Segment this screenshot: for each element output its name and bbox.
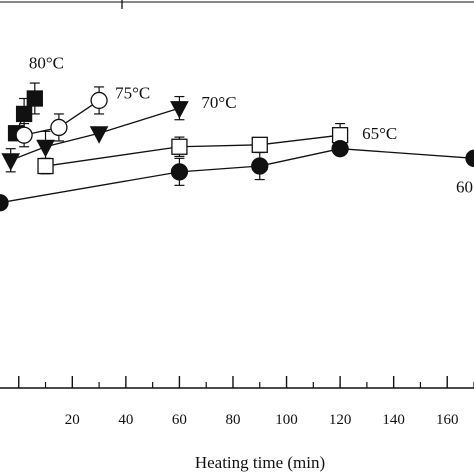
series-5-point-4 (465, 149, 474, 167)
x-tick-label-40: 40 (118, 412, 133, 428)
series-5-line (0, 148, 474, 204)
x-tick-label-100: 100 (275, 412, 298, 428)
series-2-point-0 (15, 126, 33, 144)
x-tick-label-120: 120 (329, 412, 352, 428)
series-4-point-1 (171, 138, 188, 155)
series-5-point-0 (0, 194, 9, 212)
series-4-point-0 (37, 157, 54, 175)
series-3-point-3 (170, 101, 189, 119)
series-1-point-2 (26, 90, 43, 107)
x-tick-label-160: 160 (436, 412, 459, 428)
series-4-line (45, 134, 341, 167)
series-3-point-1 (36, 139, 55, 158)
series-3-line (10, 107, 180, 161)
series-3-label: 70°C (201, 93, 236, 112)
x-tick-label-20: 20 (65, 412, 80, 428)
series-3-point-0 (1, 153, 21, 171)
series-5-point-2 (251, 157, 269, 175)
series-4-point-2 (251, 136, 268, 153)
series-5-point-1 (170, 163, 189, 181)
series-5-point-3 (331, 140, 349, 158)
x-axis-label: Heating time (min) (195, 453, 325, 472)
series-2-label: 75°C (115, 83, 150, 102)
x-tick-label-140: 140 (382, 412, 405, 428)
series-1-label: 80°C (29, 54, 64, 73)
x-tick-label-60: 60 (172, 412, 187, 428)
x-tick-label-80: 80 (225, 412, 240, 428)
series-3-point-2 (89, 126, 109, 144)
series-4-label: 65°C (362, 124, 397, 143)
series-2-point-2 (90, 91, 108, 110)
series-5-label: 60 (456, 177, 473, 196)
plot-area: 20 40 60 80 100 120 140 160 80°C 75°C 70°C 65°C 60 (0, 54, 474, 428)
series-1-point-1 (15, 105, 33, 123)
series-2-point-1 (50, 118, 68, 137)
